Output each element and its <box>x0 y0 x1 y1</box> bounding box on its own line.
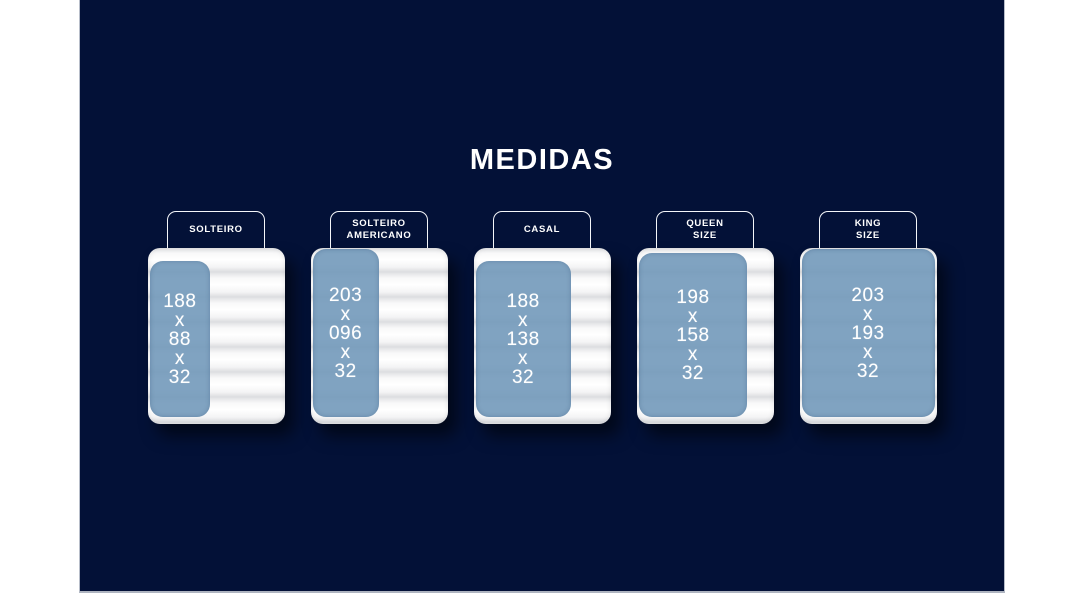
dimensions-text: 188 x 88 x 32 <box>163 290 197 388</box>
size-cards-row: SOLTEIRO 188 x 88 x 32 SOLTEIRO AMERICAN… <box>80 211 1004 424</box>
mattress-illustration: 188 x 88 x 32 <box>147 248 285 424</box>
size-label: SOLTEIRO <box>189 224 243 235</box>
dimensions-text: 198 x 158 x 32 <box>676 286 710 384</box>
dimensions-text: 203 x 193 x 32 <box>851 284 885 382</box>
mattress-illustration: 203 x 096 x 32 <box>310 248 448 424</box>
mattress-illustration: 188 x 138 x 32 <box>473 248 611 424</box>
mattress-illustration: 198 x 158 x 32 <box>636 248 774 424</box>
size-card-king-size: KING SIZE 203 x 193 x 32 <box>799 211 937 424</box>
size-overlay: 203 x 096 x 32 <box>312 249 379 417</box>
size-overlay: 198 x 158 x 32 <box>638 253 748 417</box>
dimensions-text: 188 x 138 x 32 <box>506 290 540 388</box>
overlay-area: 188 x 88 x 32 <box>149 249 283 417</box>
overlay-area: 203 x 193 x 32 <box>801 249 935 417</box>
size-card-casal: CASAL 188 x 138 x 32 <box>473 211 611 424</box>
size-overlay: 188 x 138 x 32 <box>475 261 571 417</box>
overlay-area: 188 x 138 x 32 <box>475 249 609 417</box>
size-card-solteiro-americano: SOLTEIRO AMERICANO 203 x 096 x 32 <box>310 211 448 424</box>
size-label: SOLTEIRO AMERICANO <box>346 218 412 241</box>
page-title: MEDIDAS <box>469 144 615 176</box>
size-label: KING SIZE <box>854 218 882 241</box>
infographic-canvas: MEDIDAS SOLTEIRO 188 x 88 x 32 SOLTEIRO … <box>79 0 1005 593</box>
overlay-area: 203 x 096 x 32 <box>312 249 446 417</box>
overlay-area: 198 x 158 x 32 <box>638 249 772 417</box>
dimensions-text: 203 x 096 x 32 <box>328 284 363 382</box>
size-overlay: 188 x 88 x 32 <box>149 261 211 417</box>
mattress-illustration: 203 x 193 x 32 <box>799 248 937 424</box>
size-label: QUEEN SIZE <box>686 218 724 241</box>
size-label: CASAL <box>523 224 561 235</box>
size-card-solteiro: SOLTEIRO 188 x 88 x 32 <box>147 211 285 424</box>
size-overlay: 203 x 193 x 32 <box>801 249 935 417</box>
size-card-queen-size: QUEEN SIZE 198 x 158 x 32 <box>636 211 774 424</box>
